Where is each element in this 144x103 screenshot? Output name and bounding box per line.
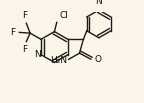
Text: H₂N: H₂N xyxy=(50,56,67,65)
Text: N: N xyxy=(95,0,102,6)
Text: F: F xyxy=(22,45,27,54)
Text: F: F xyxy=(10,28,15,37)
Text: Cl: Cl xyxy=(59,11,68,20)
Text: O: O xyxy=(94,55,101,64)
Text: F: F xyxy=(22,11,27,20)
Text: N: N xyxy=(34,50,40,59)
